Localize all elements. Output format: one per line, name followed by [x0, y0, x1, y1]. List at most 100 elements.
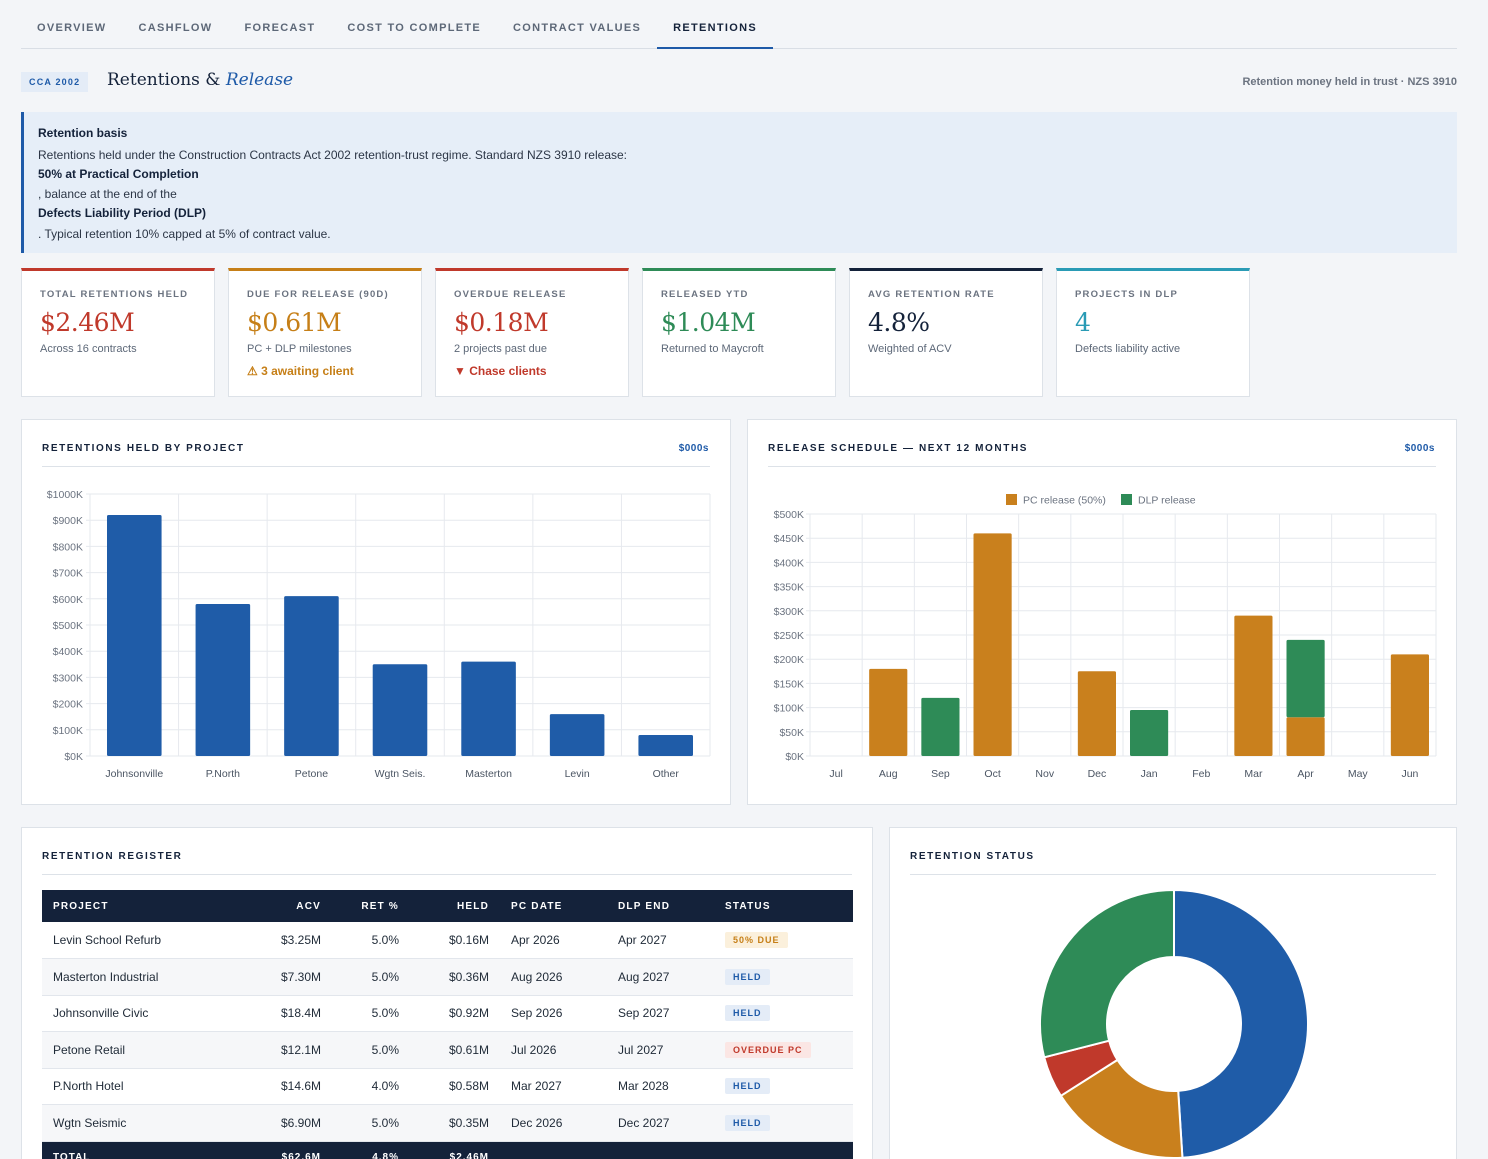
x-tick-label: Jan — [1141, 768, 1158, 780]
column-header[interactable]: STATUS — [714, 890, 853, 922]
cell-dlp: Dec 2027 — [607, 1104, 714, 1142]
cell-pc: Aug 2026 — [500, 958, 607, 996]
kpi-flag: ⚠ 3 awaiting client — [247, 364, 354, 378]
tab-cost-to-complete[interactable]: COST TO COMPLETE — [347, 22, 482, 34]
kpi-card[interactable]: TOTAL RETENTIONS HELD $2.46M Across 16 con… — [21, 268, 215, 397]
donut-slice — [1173, 888, 1310, 1159]
y-tick-label: $400K — [53, 646, 83, 658]
x-tick-label: Wgtn Seis. — [375, 768, 426, 780]
table-row[interactable]: Masterton Industrial $7.30M 5.0% $0.36M Aug … — [42, 958, 853, 996]
tab-forecast[interactable]: FORECAST — [244, 22, 316, 34]
retention-basis-note: Retention basis Retentions held under th… — [21, 112, 1457, 253]
retention-register-table: PROJECT ACV RET % HELD PC DATE DLP END STATUS … — [42, 890, 853, 1159]
y-tick-label: $500K — [774, 509, 804, 521]
cell-dlp: Aug 2027 — [607, 958, 714, 996]
cell-project: Masterton Industrial — [42, 958, 252, 996]
bar-oct-pc — [973, 533, 1012, 756]
basis-bold-2: Defects Liability Period (DLP) — [38, 206, 207, 220]
basis-line-2: , balance at the end of the — [38, 186, 177, 201]
release-schedule-chart: PC release (50%) DLP release $0K $50K $100K $… — [774, 494, 1437, 780]
cell-acv: $6.90M — [252, 1104, 332, 1142]
cell-status: HELD — [714, 958, 853, 996]
x-tick-label: Jul — [829, 768, 842, 780]
tab-retentions[interactable]: RETENTIONS — [657, 10, 774, 49]
cell-held: $0.92M — [410, 995, 500, 1032]
kpi-card[interactable]: PROJECTS IN DLP 4 Defects liability active — [1056, 268, 1250, 397]
x-tick-label: Other — [653, 768, 680, 780]
table-row[interactable]: Petone Retail $12.1M 5.0% $0.61M Jul 2026 Jul… — [42, 1031, 853, 1069]
kpi-subtext: Weighted of ACV — [868, 343, 952, 355]
x-tick-label: Oct — [984, 768, 1000, 780]
y-tick-label: $0K — [785, 751, 804, 763]
cell-dlp: Mar 2028 — [607, 1068, 714, 1105]
column-header[interactable]: PC DATE — [500, 890, 607, 922]
cell-status: 50% DUE — [714, 922, 853, 959]
bar-petone — [284, 596, 339, 756]
unit-toggle[interactable]: $000s — [1404, 443, 1435, 454]
kpi-card[interactable]: DUE FOR RELEASE (90D) $0.61M PC + DLP mile… — [228, 268, 422, 397]
legend-label: DLP release — [1138, 495, 1196, 507]
status-badge: HELD — [725, 1005, 770, 1022]
kpi-label: AVG RETENTION RATE — [868, 289, 995, 300]
unit-toggle[interactable]: $000s — [678, 443, 709, 454]
column-header[interactable]: PROJECT — [42, 890, 252, 922]
retentions-by-project-panel: RETENTIONS HELD BY PROJECT $000s $0K $100… — [21, 419, 731, 805]
page-header: CCA 2002 Retentions & Release Retention … — [21, 70, 1457, 96]
kpi-card[interactable]: AVG RETENTION RATE 4.8% Weighted of ACV — [849, 268, 1043, 397]
status-badge: HELD — [725, 1114, 770, 1131]
total-acv: $62.6M — [252, 1141, 332, 1159]
y-tick-label: $200K — [774, 654, 804, 666]
bar-p-north — [195, 604, 251, 756]
bar-johnsonville — [107, 514, 162, 756]
x-tick-label: Petone — [295, 768, 328, 780]
kpi-card[interactable]: OVERDUE RELEASE $0.18M 2 projects past due… — [435, 268, 629, 397]
x-tick-label: Johnsonville — [105, 768, 163, 780]
x-tick-label: Jun — [1401, 768, 1418, 780]
legend-swatch — [1006, 494, 1017, 505]
x-tick-label: P.North — [206, 768, 240, 780]
x-tick-label: May — [1348, 768, 1369, 780]
cell-status: HELD — [714, 1068, 853, 1105]
cell-pc: Dec 2026 — [500, 1104, 607, 1142]
basis-title: Retention basis — [38, 126, 128, 140]
total-held: $2.46M — [410, 1141, 500, 1159]
column-header[interactable]: DLP END — [607, 890, 714, 922]
y-tick-label: $800K — [53, 541, 83, 553]
x-tick-label: Aug — [879, 768, 898, 780]
x-tick-label: Masterton — [465, 768, 512, 780]
bar-mar-pc — [1234, 615, 1273, 756]
y-tick-label: $500K — [53, 620, 83, 632]
cell-acv: $7.30M — [252, 958, 332, 996]
kpi-label: PROJECTS IN DLP — [1075, 289, 1178, 300]
table-row[interactable]: Wgtn Seismic $6.90M 5.0% $0.35M Dec 2026 Dec … — [42, 1104, 853, 1142]
tab-overview[interactable]: OVERVIEW — [37, 22, 107, 34]
cell-held: $0.36M — [410, 958, 500, 996]
table-row[interactable]: Johnsonville Civic $18.4M 5.0% $0.92M Sep 20… — [42, 995, 853, 1032]
donut-slice — [1039, 888, 1175, 1059]
x-tick-label: Feb — [1192, 768, 1210, 780]
bar-apr-pc — [1286, 717, 1325, 756]
tab-cashflow[interactable]: CASHFLOW — [138, 22, 213, 34]
bar-apr-dlp — [1286, 639, 1325, 718]
tab-contract-values[interactable]: CONTRACT VALUES — [513, 22, 642, 34]
trust-note: Retention money held in trust · NZS 3910 — [1242, 76, 1457, 88]
column-header[interactable]: HELD — [410, 890, 500, 922]
cell-dlp: Apr 2027 — [607, 922, 714, 959]
column-header[interactable]: RET % — [332, 890, 410, 922]
cell-dlp: Sep 2027 — [607, 995, 714, 1032]
kpi-flag: ▼ Chase clients — [454, 364, 547, 378]
bar-dec-pc — [1077, 671, 1116, 756]
cell-status: HELD — [714, 1104, 853, 1142]
bar-wgtn-seis- — [372, 664, 428, 756]
cell-ret: 5.0% — [332, 1031, 410, 1069]
kpi-card[interactable]: RELEASED YTD $1.04M Returned to Maycroft — [642, 268, 836, 397]
y-tick-label: $250K — [774, 630, 804, 642]
y-tick-label: $100K — [774, 703, 804, 715]
table-row[interactable]: Levin School Refurb $3.25M 5.0% $0.16M Apr 2… — [42, 922, 853, 959]
table-row[interactable]: P.North Hotel $14.6M 4.0% $0.58M Mar 2027 Mar… — [42, 1068, 853, 1105]
page-title-main: Retentions & — [107, 70, 226, 90]
column-header[interactable]: ACV — [252, 890, 332, 922]
y-tick-label: $0K — [64, 751, 83, 763]
panel-title: RETENTION STATUS — [910, 851, 1035, 862]
kpi-value: $0.61M — [247, 308, 342, 337]
